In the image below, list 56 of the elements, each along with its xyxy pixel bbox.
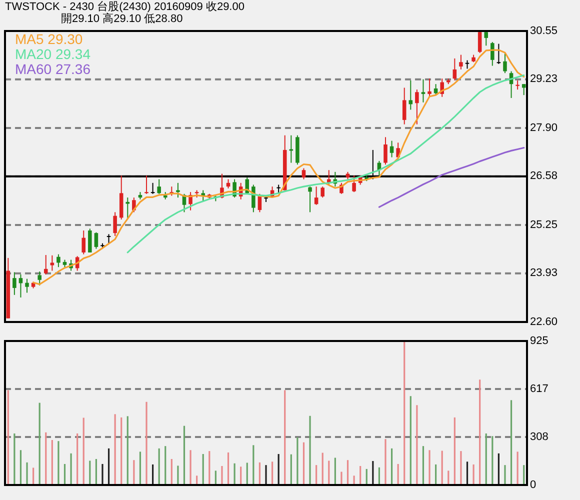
candlestick: [308, 186, 312, 213]
y-tick-label: 22.60: [530, 316, 558, 328]
candlestick: [144, 175, 148, 194]
candlestick: [150, 182, 155, 194]
y-tick-label: 617: [530, 382, 548, 395]
candlestick: [56, 254, 60, 268]
candlestick: [157, 178, 161, 194]
candlestick: [415, 89, 419, 125]
candlestick: [384, 136, 388, 166]
candlestick: [18, 274, 23, 298]
candlestick: [113, 212, 117, 236]
candlestick: [421, 78, 426, 103]
candlestick: [484, 30, 488, 46]
y-tick-label: 925: [530, 334, 548, 347]
chart-subtitle: 開29.10 高29.10 低28.80: [61, 12, 183, 25]
candlestick: [12, 272, 16, 296]
candlestick: [390, 140, 394, 158]
candlestick: [478, 30, 482, 54]
y-tick-label: 23.93: [530, 267, 558, 280]
candlestick: [314, 186, 318, 206]
candlestick: [44, 254, 48, 275]
candlestick: [408, 80, 413, 110]
candlestick: [496, 43, 501, 64]
y-tick-label: 25.25: [530, 218, 558, 231]
candlestick: [176, 182, 180, 198]
candlestick: [302, 168, 306, 180]
y-tick-label: 29.23: [530, 73, 558, 86]
text: MA20 29.34: [15, 46, 91, 62]
candlestick: [258, 193, 262, 213]
text: MA5 29.30: [15, 31, 83, 47]
candlestick: [516, 80, 520, 90]
candlestick: [289, 134, 294, 164]
candlestick: [25, 278, 29, 294]
candlestick: [50, 254, 54, 272]
y-tick-label: 0: [530, 478, 536, 491]
y-tick-label: 30.55: [530, 24, 558, 37]
y-tick-label: 27.90: [530, 122, 558, 134]
y-tick-label: 308: [530, 430, 548, 443]
candlestick: [459, 54, 463, 70]
y-tick-label: 26.58: [530, 170, 558, 182]
line-series: [378, 146, 525, 208]
candlestick: [88, 228, 92, 253]
line-series: [126, 74, 525, 254]
candlestick: [82, 230, 86, 255]
candlestick: [402, 87, 406, 125]
candlestick: [428, 78, 432, 98]
candlestick: [503, 52, 507, 74]
candlestick: [452, 58, 457, 81]
text: MA60 27.36: [15, 61, 91, 77]
candlestick: [320, 186, 324, 198]
candlestick: [352, 175, 356, 193]
chart-title: TWSTOCK - 2430 台股(2430) 20160909 收29.00: [5, 0, 244, 13]
candlestick: [94, 232, 98, 250]
candlestick: [38, 270, 42, 286]
candlestick: [106, 234, 111, 244]
candlestick: [126, 197, 130, 219]
